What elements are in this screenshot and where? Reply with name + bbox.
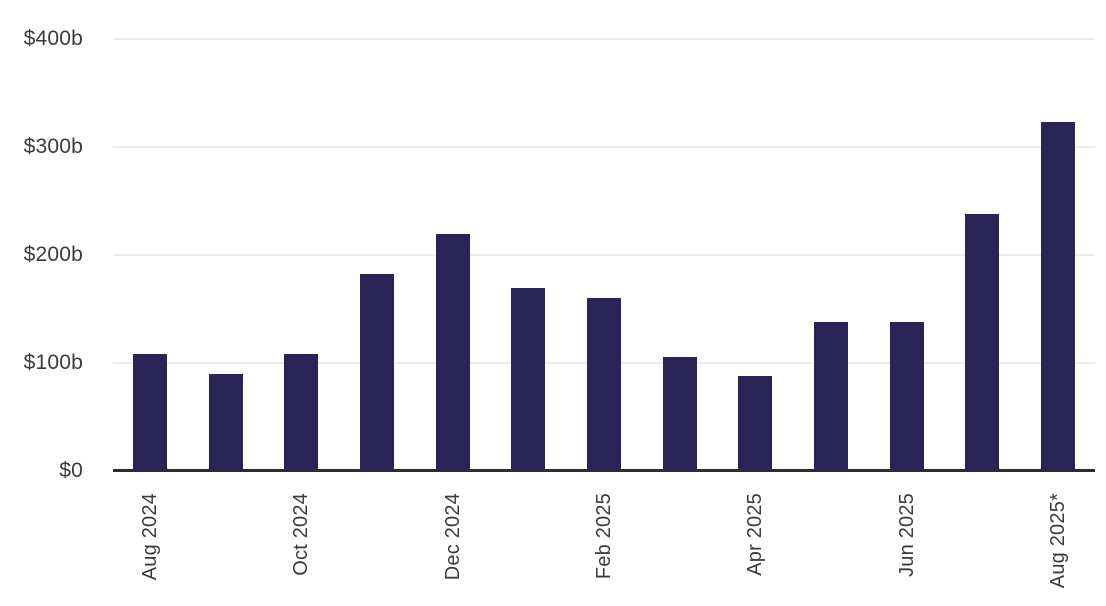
bar <box>663 357 697 471</box>
y-axis-tick-label: $100b <box>23 351 83 374</box>
bar <box>360 274 394 471</box>
bar <box>890 322 924 471</box>
gridline <box>113 38 1095 40</box>
x-axis-tick-label: Feb 2025 <box>593 493 615 580</box>
bar <box>133 354 167 471</box>
gridline <box>113 146 1095 148</box>
x-axis-tick-label: Aug 2025* <box>1047 493 1069 589</box>
y-axis-tick-label: $0 <box>59 459 83 482</box>
bar <box>738 376 772 471</box>
bar <box>284 354 318 471</box>
y-axis-tick-label: $200b <box>23 243 83 266</box>
bar <box>511 288 545 471</box>
x-axis-tick-label: Dec 2024 <box>442 493 464 581</box>
bar <box>436 234 470 471</box>
bar <box>209 374 243 471</box>
x-axis-tick-label: Jun 2025 <box>896 493 918 577</box>
bar <box>1041 122 1075 471</box>
y-axis-tick-label: $300b <box>23 135 83 158</box>
x-axis-tick-label: Aug 2024 <box>139 493 161 581</box>
bar <box>965 214 999 471</box>
bar <box>814 322 848 471</box>
x-axis-tick-label: Oct 2024 <box>290 493 312 576</box>
x-axis-tick-label: Apr 2025 <box>744 493 766 576</box>
y-axis-tick-label: $400b <box>23 27 83 50</box>
gridline <box>113 254 1095 256</box>
bar <box>587 298 621 471</box>
